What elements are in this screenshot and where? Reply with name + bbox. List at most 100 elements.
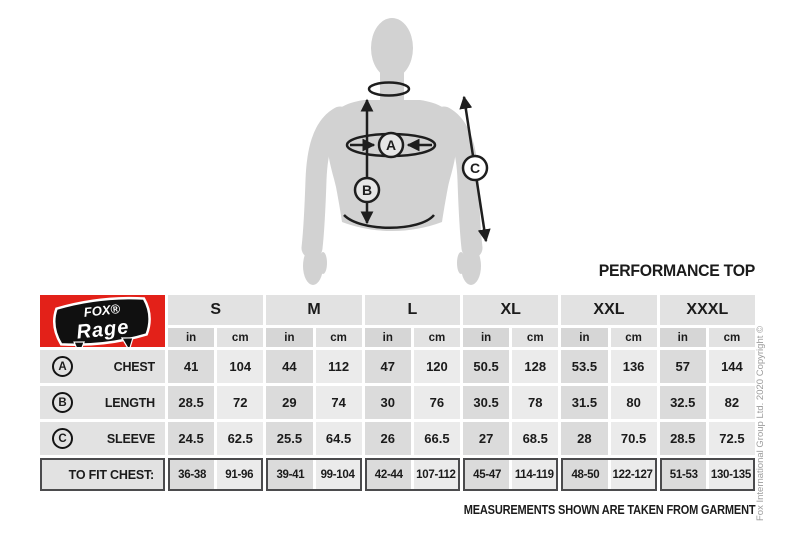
measurement-row-label: B LENGTH — [40, 386, 165, 419]
footer-note: MEASUREMENTS SHOWN ARE TAKEN FROM GARMEN… — [463, 503, 755, 517]
size-value-cell: 30 — [364, 386, 411, 419]
size-value-cell: 25.5 — [266, 422, 313, 455]
size-value-cell: 30.5 — [463, 386, 510, 419]
size-column-header-m: M — [266, 295, 362, 325]
measurement-marker: A — [52, 356, 73, 377]
diagram-label-a: A — [386, 137, 396, 153]
size-value-cell: 31.5 — [561, 386, 608, 419]
unit-header-in: in — [266, 328, 313, 347]
size-value-cell: 62.5 — [217, 422, 264, 455]
hem-arc — [343, 214, 435, 229]
body-silhouette-diagram: A B C — [301, 18, 491, 285]
fit-chest-value: 91-96 — [217, 460, 262, 489]
unit-header-in: in — [659, 328, 706, 347]
size-value-cell: 70.5 — [610, 422, 657, 455]
unit-header-in: in — [463, 328, 510, 347]
size-column-header-l: L — [364, 295, 460, 325]
fit-chest-box: 36-38 91-96 — [168, 458, 264, 491]
unit-header-cm: cm — [315, 328, 362, 347]
page-title: PERFORMANCE TOP — [598, 261, 756, 280]
size-column-header-s: S — [168, 295, 264, 325]
measurement-name: CHEST — [113, 359, 156, 374]
fox-rage-logo: FOX® Rage — [40, 295, 165, 347]
fit-chest-value: 39-41 — [268, 460, 313, 489]
unit-header-in: in — [168, 328, 215, 347]
unit-header-cm: cm — [708, 328, 755, 347]
size-value-cell: 78 — [512, 386, 559, 419]
size-value-cell: 80 — [610, 386, 657, 419]
marker-b-icon — [353, 176, 381, 204]
fit-chest-box: 51-53 130-135 — [659, 458, 755, 491]
measurement-name: LENGTH — [104, 395, 155, 410]
size-value-cell: 29 — [266, 386, 313, 419]
copyright-text: Fox International Group Ltd. 2020 Copyri… — [755, 325, 766, 521]
measurement-marker: C — [52, 428, 73, 449]
fit-chest-value: 48-50 — [563, 460, 608, 489]
unit-header-cm: cm — [413, 328, 460, 347]
logo-text-fox: FOX® — [83, 301, 121, 320]
fit-chest-value: 99-104 — [315, 460, 360, 489]
fit-chest-value: 114-119 — [512, 460, 557, 489]
size-value-cell: 66.5 — [413, 422, 460, 455]
unit-header-cm: cm — [217, 328, 264, 347]
size-value-cell: 28.5 — [168, 386, 215, 419]
measurement-name: SLEEVE — [106, 431, 155, 446]
fit-chest-value: 130-135 — [708, 460, 753, 489]
size-value-cell: 24.5 — [168, 422, 215, 455]
fit-chest-label: TO FIT CHEST: — [40, 458, 165, 491]
size-column-header-xxl: XXL — [561, 295, 657, 325]
fit-chest-value: 107-112 — [413, 460, 458, 489]
unit-header-cm: cm — [512, 328, 559, 347]
size-value-cell: 128 — [512, 350, 559, 383]
size-value-cell: 74 — [315, 386, 362, 419]
collar-ellipse — [367, 81, 411, 97]
measurement-marker: B — [52, 392, 73, 413]
unit-header-in: in — [561, 328, 608, 347]
size-value-cell: 47 — [364, 350, 411, 383]
size-column-header-xxxl: XXXL — [659, 295, 755, 325]
size-value-cell: 144 — [708, 350, 755, 383]
unit-header-in: in — [364, 328, 411, 347]
size-value-cell: 120 — [413, 350, 460, 383]
diagram-label-b: B — [362, 182, 372, 198]
size-value-cell: 26 — [364, 422, 411, 455]
size-value-cell: 76 — [413, 386, 460, 419]
size-value-cell: 104 — [217, 350, 264, 383]
fit-chest-value: 45-47 — [465, 460, 510, 489]
size-value-cell: 64.5 — [315, 422, 362, 455]
fit-chest-value: 42-44 — [366, 460, 411, 489]
size-chart-table: FOX® Rage S M L XL XXL XXXL in cm in cm in cm in cm in cm… — [40, 295, 755, 491]
size-value-cell: 44 — [266, 350, 313, 383]
logo-text-rage: Rage — [75, 316, 130, 343]
size-value-cell: 41 — [168, 350, 215, 383]
size-value-cell: 72 — [217, 386, 264, 419]
fit-chest-box: 48-50 122-127 — [561, 458, 657, 491]
size-value-cell: 112 — [315, 350, 362, 383]
measurement-row-label: A CHEST — [40, 350, 165, 383]
diagram-label-c: C — [470, 160, 480, 176]
size-value-cell: 82 — [708, 386, 755, 419]
size-value-cell: 57 — [659, 350, 706, 383]
size-value-cell: 72.5 — [708, 422, 755, 455]
size-value-cell: 136 — [610, 350, 657, 383]
size-value-cell: 28 — [561, 422, 608, 455]
size-value-cell: 32.5 — [659, 386, 706, 419]
measurement-row-label: C SLEEVE — [40, 422, 165, 455]
size-value-cell: 53.5 — [561, 350, 608, 383]
fit-chest-box: 42-44 107-112 — [364, 458, 460, 491]
fit-chest-box: 45-47 114-119 — [463, 458, 559, 491]
size-value-cell: 50.5 — [463, 350, 510, 383]
fit-chest-value: 51-53 — [661, 460, 706, 489]
size-value-cell: 28.5 — [659, 422, 706, 455]
marker-a-icon — [377, 131, 405, 159]
fox-rage-logo-icon: FOX®Rage — [52, 296, 151, 347]
fit-chest-value: 36-38 — [170, 460, 215, 489]
size-value-cell: 68.5 — [512, 422, 559, 455]
fit-chest-value: 122-127 — [610, 460, 655, 489]
size-value-cell: 27 — [463, 422, 510, 455]
marker-c-icon — [461, 154, 489, 182]
fit-chest-box: 39-41 99-104 — [266, 458, 362, 491]
unit-header-cm: cm — [610, 328, 657, 347]
size-column-header-xl: XL — [463, 295, 559, 325]
